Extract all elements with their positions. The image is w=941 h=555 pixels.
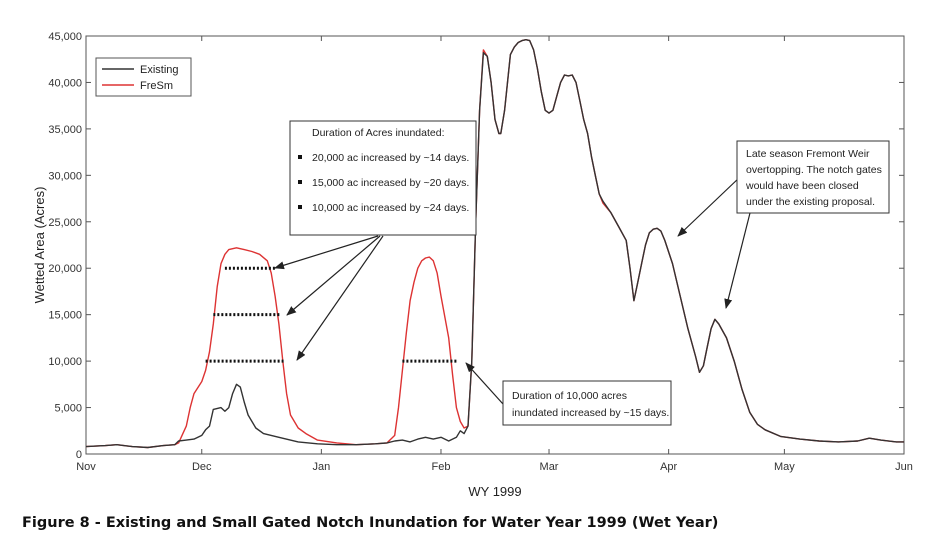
series-line-existing	[85, 39, 904, 449]
annotation-box	[289, 120, 477, 236]
annotation-text: 10,000 ac increased by ~24 days.	[312, 202, 469, 214]
annotation-arrow	[286, 235, 381, 316]
x-tick-label: Nov	[76, 461, 96, 473]
annotation-text: Duration of Acres inundated:	[312, 127, 445, 139]
x-tick-label: Jun	[895, 461, 913, 473]
annotation-text: Late season Fremont Weir	[746, 148, 870, 160]
annotation-arrow	[677, 176, 741, 237]
y-axis-label: Wetted Area (Acres)	[32, 187, 47, 304]
y-tick-label: 45,000	[48, 31, 82, 43]
annotation-box	[502, 380, 672, 426]
y-tick-label: 5,000	[54, 403, 82, 415]
x-tick-label: Mar	[540, 461, 559, 473]
x-tick-label: Dec	[192, 461, 212, 473]
annotation-boxes: Duration of Acres inundated: 20,000 ac in…	[289, 120, 890, 426]
annotation-arrow	[274, 235, 379, 270]
y-tick-label: 30,000	[48, 170, 82, 182]
annotation-box2: Duration of 10,000 acres inundated increa…	[502, 380, 672, 426]
y-tick-label: 15,000	[48, 310, 82, 322]
annotation-box1: Duration of Acres inundated: 20,000 ac in…	[289, 120, 477, 236]
annotation-text: 15,000 ac increased by ~20 days.	[312, 177, 469, 189]
x-tick-label: Apr	[660, 461, 677, 473]
y-tick-label: 0	[76, 449, 82, 461]
y-axis: 0 5,000 10,000 15,000 20,000 25,000 30,000 35,0…	[48, 31, 904, 461]
annotation-arrow	[724, 212, 751, 309]
annotation-text: inundated increased by ~15 days.	[512, 407, 669, 419]
y-tick-label: 20,000	[48, 263, 82, 275]
annotation-box	[736, 140, 890, 214]
x-tick-label: May	[774, 461, 795, 473]
annotation-arrow	[465, 362, 504, 405]
annotation-arrow	[296, 235, 384, 361]
annotation-arrows	[274, 176, 751, 405]
annotation-text: overtopping. The notch gates	[746, 164, 882, 176]
annotation-text: would have been closed	[745, 180, 859, 192]
annotation-box3: Late season Fremont Weir overtopping. The…	[736, 140, 890, 214]
bullet-icon	[298, 155, 302, 159]
annotation-text: under the existing proposal.	[746, 196, 875, 208]
dotted-markers	[205, 266, 457, 363]
bullet-icon	[298, 205, 302, 209]
plot-frame	[85, 35, 905, 455]
x-tick-label: Jan	[312, 461, 330, 473]
figure-caption: Figure 8 - Existing and Small Gated Notc…	[22, 515, 719, 531]
chart: 0 5,000 10,000 15,000 20,000 25,000 30,000 35,0…	[32, 31, 913, 499]
y-tick-label: 10,000	[48, 356, 82, 368]
y-tick-label: 25,000	[48, 217, 82, 229]
y-tick-label: 40,000	[48, 77, 82, 89]
series-layer	[85, 39, 904, 449]
bullet-icon	[298, 180, 302, 184]
y-tick-label: 35,000	[48, 124, 82, 136]
legend-box	[95, 57, 192, 97]
annotation-text: 20,000 ac increased by ~14 days.	[312, 152, 469, 164]
annotation-text: Duration of 10,000 acres	[512, 390, 627, 402]
legend-label-fresm: FreSm	[140, 80, 173, 92]
legend-label-existing: Existing	[140, 64, 179, 76]
x-tick-label: Feb	[431, 461, 450, 473]
legend: Existing FreSm	[95, 57, 192, 97]
x-axis: Nov Dec Jan Feb Mar Apr May Jun	[76, 36, 913, 473]
x-axis-label: WY 1999	[468, 484, 521, 499]
